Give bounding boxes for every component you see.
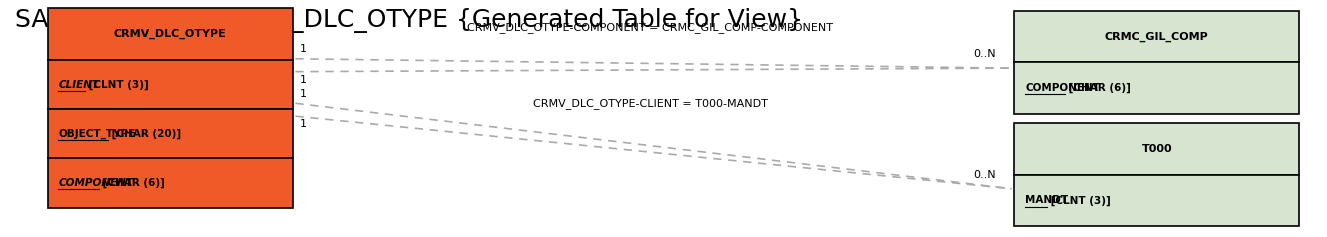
Text: COMPONENT: COMPONENT xyxy=(58,178,133,188)
FancyBboxPatch shape xyxy=(48,109,293,158)
Text: 1: 1 xyxy=(300,119,307,129)
Text: CRMV_DLC_OTYPE-COMPONENT = CRMC_GIL_COMP-COMPONENT: CRMV_DLC_OTYPE-COMPONENT = CRMC_GIL_COMP… xyxy=(467,22,833,33)
FancyBboxPatch shape xyxy=(48,158,293,208)
Text: 1: 1 xyxy=(300,44,307,55)
Text: CRMV_DLC_OTYPE: CRMV_DLC_OTYPE xyxy=(114,29,227,39)
Text: OBJECT_TYPE: OBJECT_TYPE xyxy=(58,129,135,139)
Text: [CLNT (3)]: [CLNT (3)] xyxy=(1047,195,1111,206)
Text: COMPONENT: COMPONENT xyxy=(1024,83,1100,93)
Text: MANDT: MANDT xyxy=(1024,196,1068,205)
FancyBboxPatch shape xyxy=(1014,175,1299,226)
Text: CRMC_GIL_COMP: CRMC_GIL_COMP xyxy=(1105,31,1209,42)
Text: CRMV_DLC_OTYPE-CLIENT = T000-MANDT: CRMV_DLC_OTYPE-CLIENT = T000-MANDT xyxy=(533,98,768,109)
Text: 0..N: 0..N xyxy=(973,49,995,59)
Text: 1: 1 xyxy=(300,75,307,85)
Text: CLIENT: CLIENT xyxy=(58,80,100,90)
Text: 1: 1 xyxy=(300,89,307,99)
FancyBboxPatch shape xyxy=(1014,62,1299,114)
FancyBboxPatch shape xyxy=(48,9,293,60)
Text: [CLNT (3)]: [CLNT (3)] xyxy=(85,79,149,90)
FancyBboxPatch shape xyxy=(1014,11,1299,62)
Text: 0..N: 0..N xyxy=(973,170,995,180)
FancyBboxPatch shape xyxy=(1014,123,1299,175)
FancyBboxPatch shape xyxy=(48,60,293,109)
Text: T000: T000 xyxy=(1141,144,1172,154)
Text: [CHAR (20)]: [CHAR (20)] xyxy=(107,129,180,139)
Text: [CHAR (6)]: [CHAR (6)] xyxy=(98,178,165,188)
Text: SAP ABAP table CRMV_DLC_OTYPE {Generated Table for View}: SAP ABAP table CRMV_DLC_OTYPE {Generated… xyxy=(15,9,803,33)
Text: [CHAR (6)]: [CHAR (6)] xyxy=(1066,83,1132,93)
